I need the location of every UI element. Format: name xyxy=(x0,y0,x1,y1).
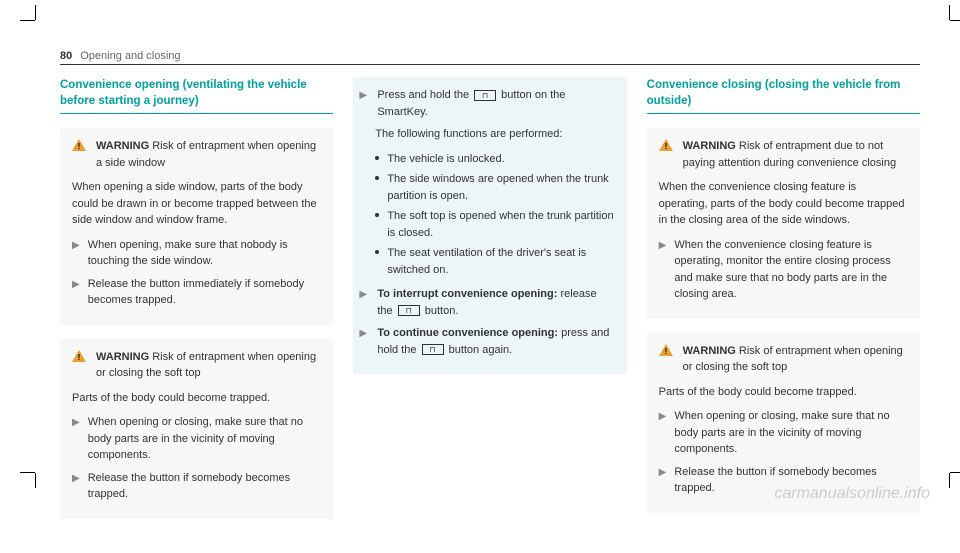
svg-text:!: ! xyxy=(78,353,81,362)
page-header: 80 Opening and closing xyxy=(60,50,920,65)
action-text: When opening, make sure that nobody is t… xyxy=(88,237,322,270)
column-1: Convenience opening (ventilating the veh… xyxy=(60,77,333,533)
instruction-text: To interrupt convenience opening: releas… xyxy=(377,286,614,319)
bullet-icon xyxy=(375,213,379,217)
svg-text:!: ! xyxy=(664,347,667,356)
action-text: Release the button if somebody becomes t… xyxy=(88,470,322,503)
action-text: Release the button immediately if somebo… xyxy=(88,276,322,309)
action-marker-icon: ▶ xyxy=(72,277,80,309)
bullet-text: The side windows are opened when the tru… xyxy=(387,171,614,204)
unlock-button-icon: ⊓ xyxy=(398,305,420,316)
instruction-text: Press and hold the ⊓ button on the Smart… xyxy=(377,87,614,120)
action-marker-icon: ▶ xyxy=(659,409,667,458)
subsection-heading: Convenience opening (ventilating the veh… xyxy=(60,77,333,114)
instruction-block: ▶ Press and hold the ⊓ button on the Sma… xyxy=(353,77,626,374)
warning-label: WARNING xyxy=(96,351,149,363)
warning-label: WARNING xyxy=(96,140,149,152)
action-text: When opening or closing, make sure that … xyxy=(88,414,322,464)
warning-box-2: ! WARNING Risk of entrapment when openin… xyxy=(60,339,333,519)
bullet-icon xyxy=(375,176,379,180)
action-marker-icon: ▶ xyxy=(359,88,369,120)
warning-icon: ! xyxy=(72,350,86,362)
instruction-text: To continue convenience opening: press a… xyxy=(377,325,614,358)
bullet-icon xyxy=(375,250,379,254)
columns-container: Convenience opening (ventilating the veh… xyxy=(60,77,920,533)
svg-text:!: ! xyxy=(78,142,81,151)
column-3: Convenience closing (closing the vehicle… xyxy=(647,77,920,533)
warning-box-3: ! WARNING Risk of entrapment due to not … xyxy=(647,128,920,319)
bullet-text: The seat ventilation of the driver's sea… xyxy=(387,245,614,278)
warning-body: Parts of the body could become trapped. xyxy=(72,390,321,407)
bullet-icon xyxy=(375,156,379,160)
action-marker-icon: ▶ xyxy=(659,465,667,497)
column-2: ▶ Press and hold the ⊓ button on the Sma… xyxy=(353,77,626,533)
action-marker-icon: ▶ xyxy=(72,471,80,503)
warning-icon: ! xyxy=(659,139,673,151)
watermark: carmanualsonline.info xyxy=(774,485,930,503)
action-marker-icon: ▶ xyxy=(72,238,80,270)
warning-body: When the convenience closing feature is … xyxy=(659,179,908,229)
bullet-text: The vehicle is unlocked. xyxy=(387,151,614,168)
warning-body: Parts of the body could become trapped. xyxy=(659,384,908,401)
warning-label: WARNING xyxy=(683,345,736,357)
subsection-heading: Convenience closing (closing the vehicle… xyxy=(647,77,920,114)
page-content: 80 Opening and closing Convenience openi… xyxy=(0,0,960,553)
action-marker-icon: ▶ xyxy=(659,238,667,303)
warning-icon: ! xyxy=(72,139,86,151)
action-marker-icon: ▶ xyxy=(359,326,369,358)
action-text: When opening or closing, make sure that … xyxy=(674,408,908,458)
warning-icon: ! xyxy=(659,344,673,356)
warning-label: WARNING xyxy=(683,140,736,152)
unlock-button-icon: ⊓ xyxy=(474,90,496,101)
svg-text:!: ! xyxy=(664,142,667,151)
warning-box-1: ! WARNING Risk of entrapment when openin… xyxy=(60,128,333,325)
page-number: 80 xyxy=(60,50,72,62)
action-text: When the convenience closing feature is … xyxy=(674,237,908,303)
instruction-intro: The following functions are performed: xyxy=(359,126,614,143)
section-title: Opening and closing xyxy=(80,50,180,62)
unlock-button-icon: ⊓ xyxy=(422,344,444,355)
action-marker-icon: ▶ xyxy=(72,415,80,464)
warning-body: When opening a side window, parts of the… xyxy=(72,179,321,229)
action-marker-icon: ▶ xyxy=(359,287,369,319)
bullet-text: The soft top is opened when the trunk pa… xyxy=(387,208,614,241)
